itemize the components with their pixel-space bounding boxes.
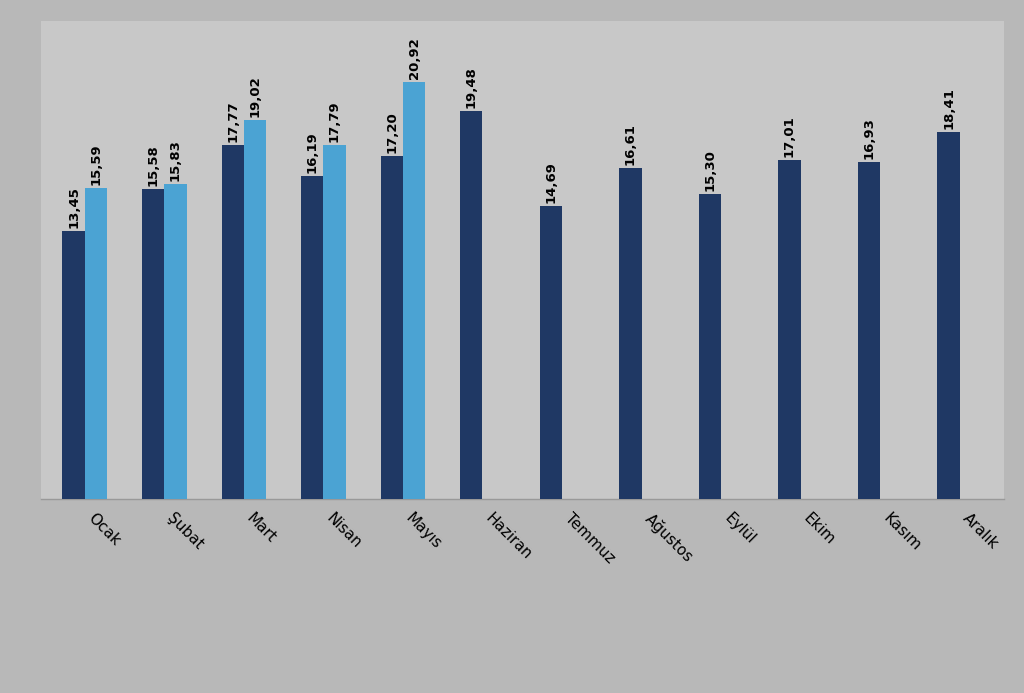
Bar	[460, 111, 482, 499]
Bar	[244, 120, 266, 499]
Bar	[540, 207, 562, 499]
Text: 17,01: 17,01	[783, 115, 796, 157]
Text: 17,79: 17,79	[328, 100, 341, 141]
Bar	[858, 161, 881, 499]
Bar	[62, 231, 85, 499]
Text: 17,77: 17,77	[226, 100, 240, 142]
Text: 16,19: 16,19	[306, 132, 318, 173]
Text: 15,30: 15,30	[703, 149, 717, 191]
Text: 15,59: 15,59	[89, 143, 102, 185]
Text: 13,45: 13,45	[68, 186, 80, 228]
Text: 15,83: 15,83	[169, 139, 182, 181]
Bar	[301, 177, 324, 499]
Text: 20,92: 20,92	[408, 37, 421, 79]
Bar	[85, 188, 106, 499]
Bar	[142, 188, 164, 499]
Text: 18,41: 18,41	[942, 87, 955, 129]
Bar	[698, 194, 721, 499]
Bar	[938, 132, 959, 499]
Text: 17,20: 17,20	[385, 112, 398, 153]
Text: 19,02: 19,02	[249, 76, 261, 117]
Bar	[324, 145, 346, 499]
Bar	[620, 168, 642, 499]
Text: 14,69: 14,69	[545, 161, 557, 203]
Text: 15,58: 15,58	[146, 144, 160, 186]
Bar	[402, 82, 425, 499]
Bar	[778, 160, 801, 499]
Text: 19,48: 19,48	[465, 66, 478, 108]
Bar	[164, 184, 186, 499]
Text: 16,61: 16,61	[624, 123, 637, 165]
Bar	[221, 145, 244, 499]
Text: 16,93: 16,93	[862, 117, 876, 159]
Bar	[381, 157, 402, 499]
